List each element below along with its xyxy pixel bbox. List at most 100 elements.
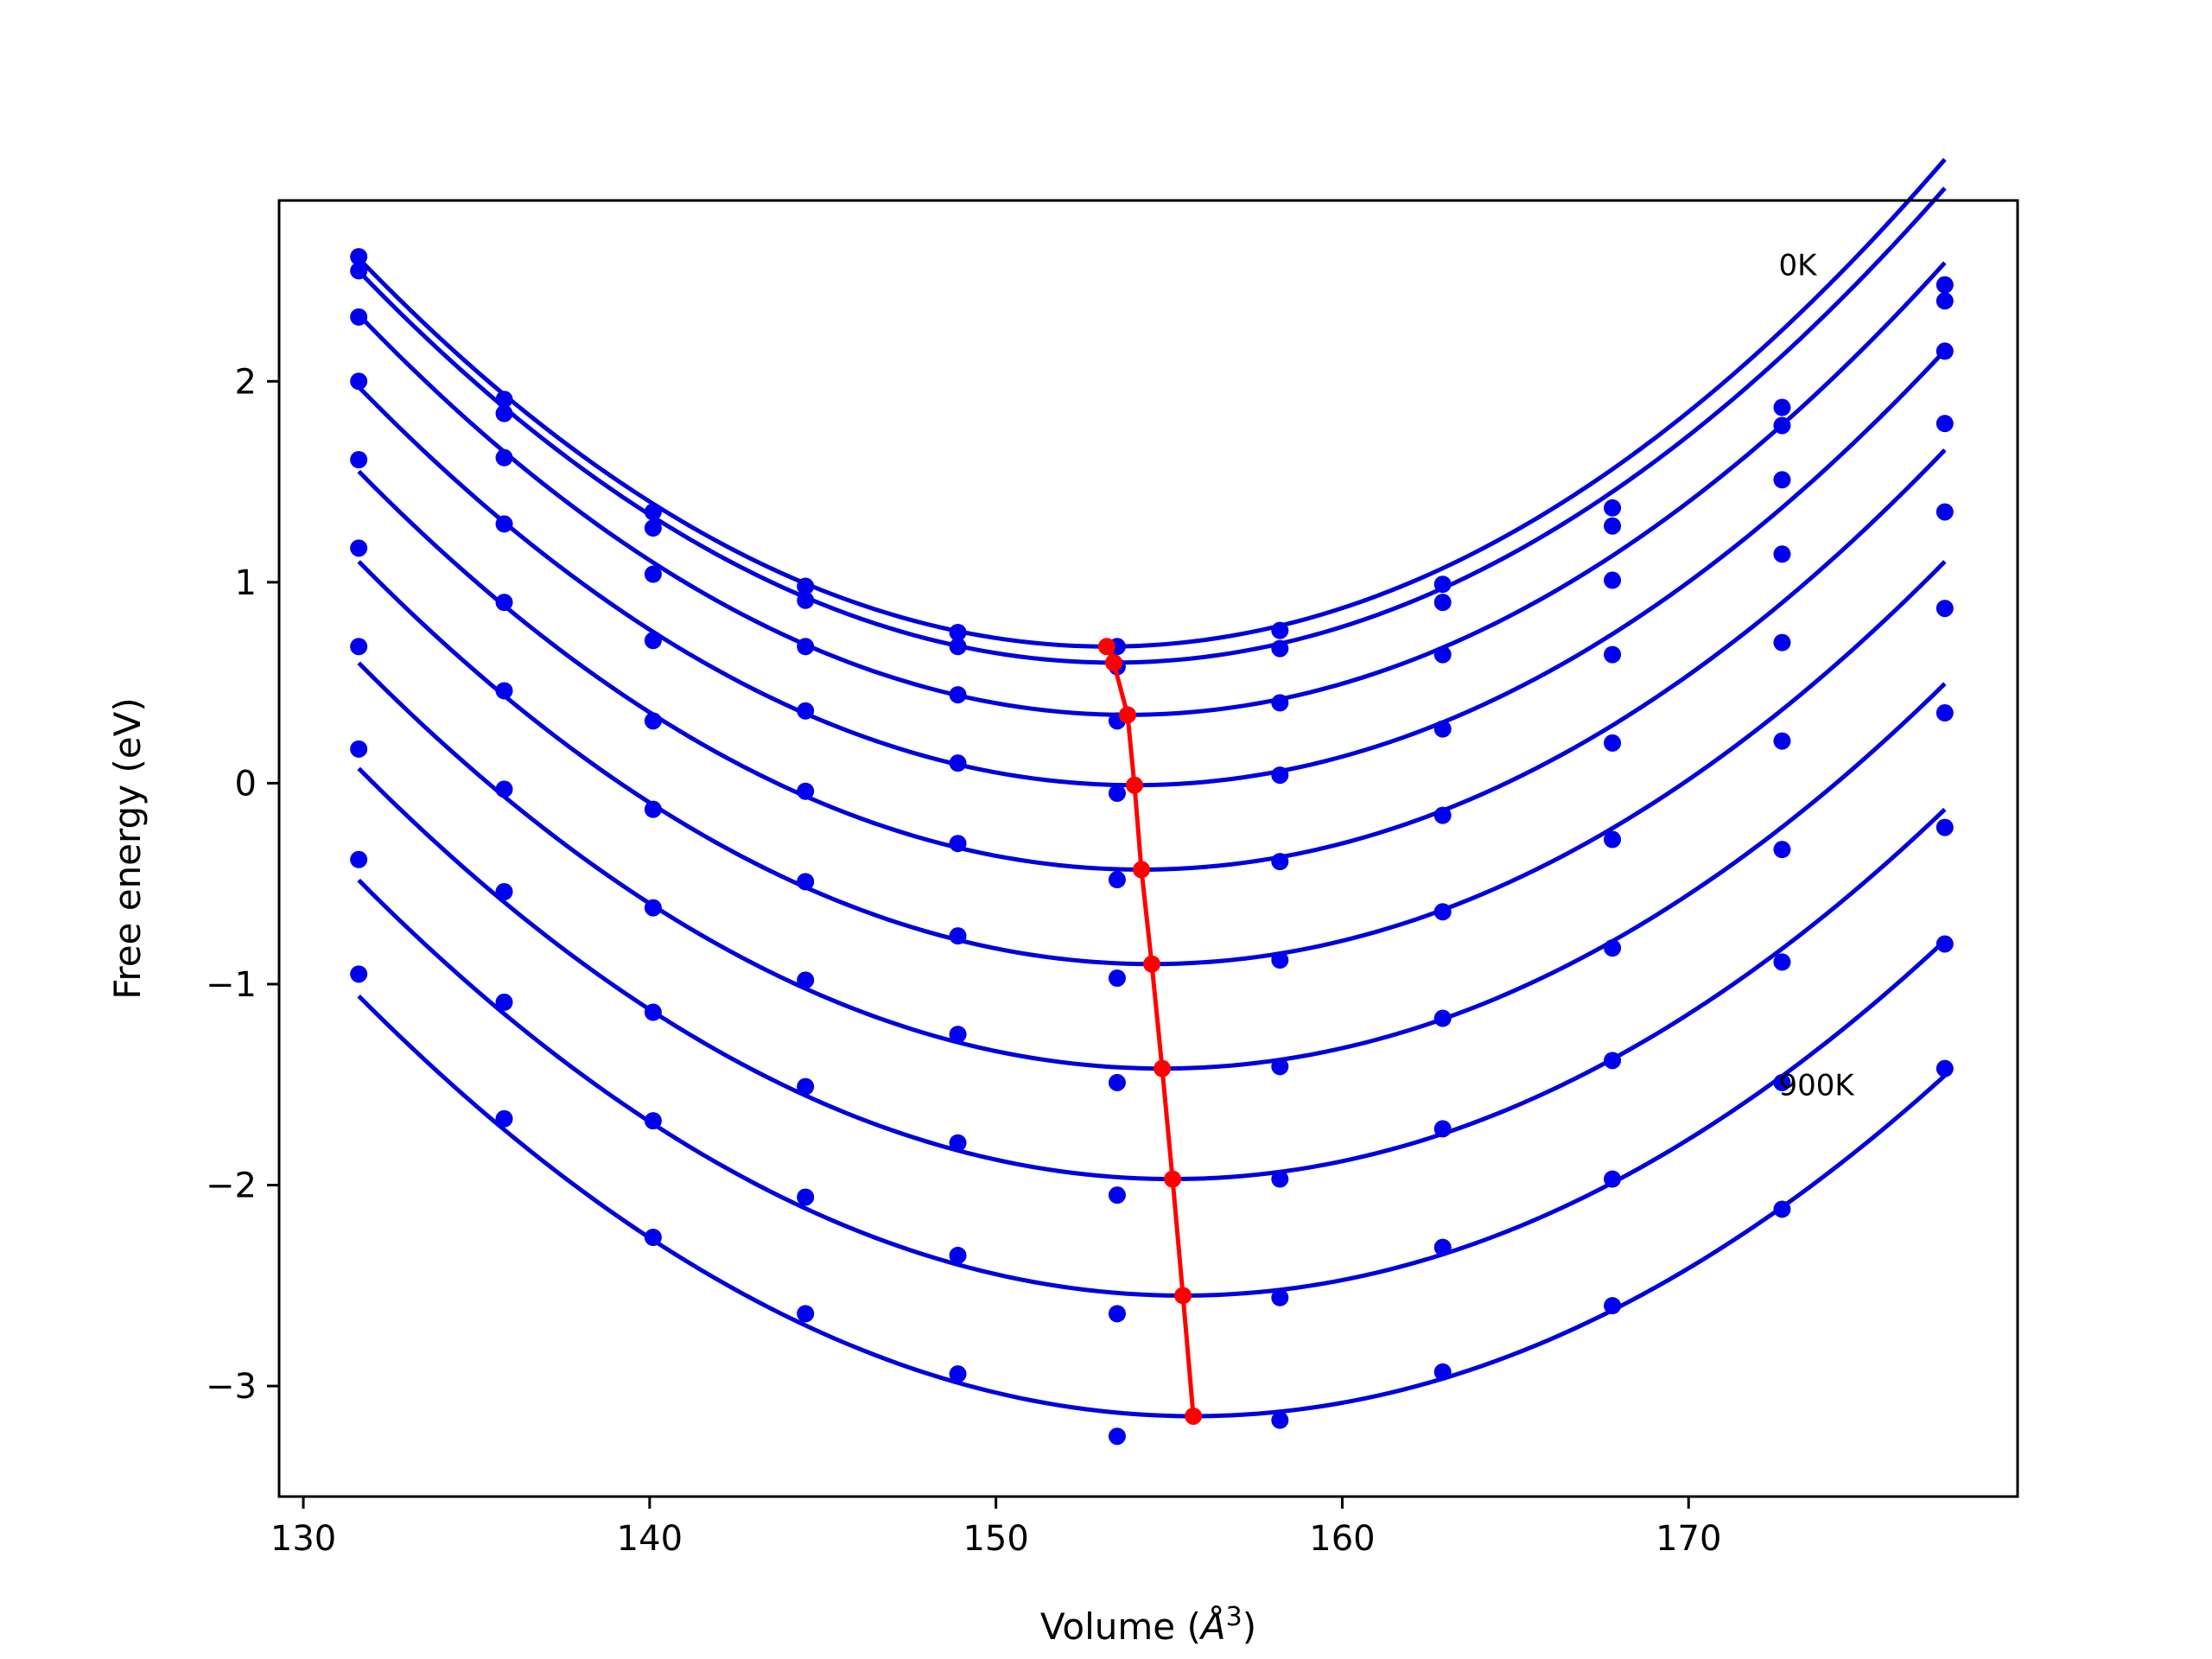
y-tick-label: −1 [206, 965, 257, 1005]
data-point [495, 448, 513, 467]
minimum-point [1097, 638, 1116, 656]
data-point [1433, 645, 1452, 664]
data-point [1936, 342, 1954, 360]
data-point [1936, 600, 1954, 618]
fit-curve-8 [357, 878, 1947, 1298]
x-tick-label: 130 [270, 1519, 336, 1559]
data-point [949, 835, 967, 853]
data-point [797, 591, 815, 609]
x-axis: 130 140 150 160 170 [270, 1497, 1721, 1559]
data-point [1433, 1363, 1452, 1381]
fit-curve-6 [357, 661, 1947, 1071]
data-point [495, 1109, 513, 1128]
data-point [495, 682, 513, 700]
data-point [1936, 818, 1954, 836]
data-point [495, 594, 513, 612]
data-point [1108, 785, 1126, 803]
data-point [797, 782, 815, 800]
fit-curve-1 [357, 187, 1947, 665]
data-point [495, 780, 513, 798]
fit-curve-7 [357, 766, 1947, 1182]
data-point [797, 577, 815, 595]
data-point [1271, 951, 1289, 969]
data-point [1271, 694, 1289, 712]
data-point [350, 965, 368, 983]
data-point [1108, 969, 1126, 987]
data-point [1604, 939, 1622, 957]
data-point [495, 391, 513, 409]
data-point [644, 503, 662, 521]
data-point [1271, 1170, 1289, 1188]
data-point [1433, 903, 1452, 921]
data-point [1936, 1059, 1954, 1077]
minimum-point [1164, 1170, 1182, 1188]
data-point [1604, 734, 1622, 752]
data-point [797, 702, 815, 720]
data-point [797, 1305, 815, 1323]
data-point [1271, 1411, 1289, 1429]
data-point [1433, 1009, 1452, 1027]
minimum-point [1143, 955, 1161, 973]
data-point [495, 993, 513, 1011]
data-point [797, 1188, 815, 1206]
data-point [949, 638, 967, 656]
annotation-label: 0K [1778, 248, 1818, 283]
data-point [1936, 292, 1954, 310]
annotation-label: 900K [1778, 1068, 1855, 1103]
data-point [949, 1365, 967, 1383]
minimum-point [1125, 776, 1143, 794]
x-tick-label: 140 [617, 1519, 683, 1559]
y-tick-label: −3 [206, 1367, 257, 1407]
data-point [1433, 720, 1452, 738]
minimum-point [1104, 653, 1122, 671]
data-point [1433, 806, 1452, 824]
data-point [1936, 415, 1954, 433]
data-point [495, 515, 513, 533]
data-point [1433, 1238, 1452, 1256]
minimum-point [1132, 861, 1150, 879]
data-point [495, 404, 513, 423]
data-point [1108, 1305, 1126, 1323]
fit-curve-9 [357, 994, 1947, 1419]
data-point [1108, 871, 1126, 889]
data-point [644, 1112, 662, 1130]
x-tick-label: 150 [963, 1519, 1028, 1559]
data-point [1773, 1200, 1791, 1218]
data-point [797, 638, 815, 656]
data-point [1773, 471, 1791, 489]
data-point [1773, 398, 1791, 416]
data-point [1773, 841, 1791, 859]
data-point [644, 712, 662, 730]
data-point [644, 632, 662, 650]
fit-curve-0 [357, 157, 1947, 649]
data-point [1604, 1052, 1622, 1070]
data-point [644, 565, 662, 583]
data-point [1936, 276, 1954, 294]
y-axis-label: Free energy (eV) [106, 697, 149, 1000]
data-point [1271, 639, 1289, 658]
plot-area [350, 157, 1954, 1446]
minimum-point [1185, 1407, 1203, 1425]
x-axis-label-text: Volume ( [1040, 1605, 1201, 1648]
data-point [1271, 1288, 1289, 1306]
data-point [1773, 1073, 1791, 1091]
data-point [1604, 1297, 1622, 1315]
data-point [644, 519, 662, 537]
x-axis-label-symbol: Å [1198, 1605, 1226, 1648]
y-tick-label: 1 [235, 563, 257, 603]
data-point [644, 1229, 662, 1246]
data-point [1604, 830, 1622, 849]
data-point [1936, 935, 1954, 953]
minimum-point [1174, 1287, 1192, 1305]
data-point [1604, 571, 1622, 589]
data-point [1108, 1186, 1126, 1205]
data-point [1604, 1170, 1622, 1188]
data-point [1108, 1073, 1126, 1091]
data-point [644, 800, 662, 818]
data-point [644, 1003, 662, 1021]
data-point [350, 638, 368, 656]
data-point [1773, 953, 1791, 971]
data-point [350, 262, 368, 280]
minimum-point [1118, 706, 1136, 724]
